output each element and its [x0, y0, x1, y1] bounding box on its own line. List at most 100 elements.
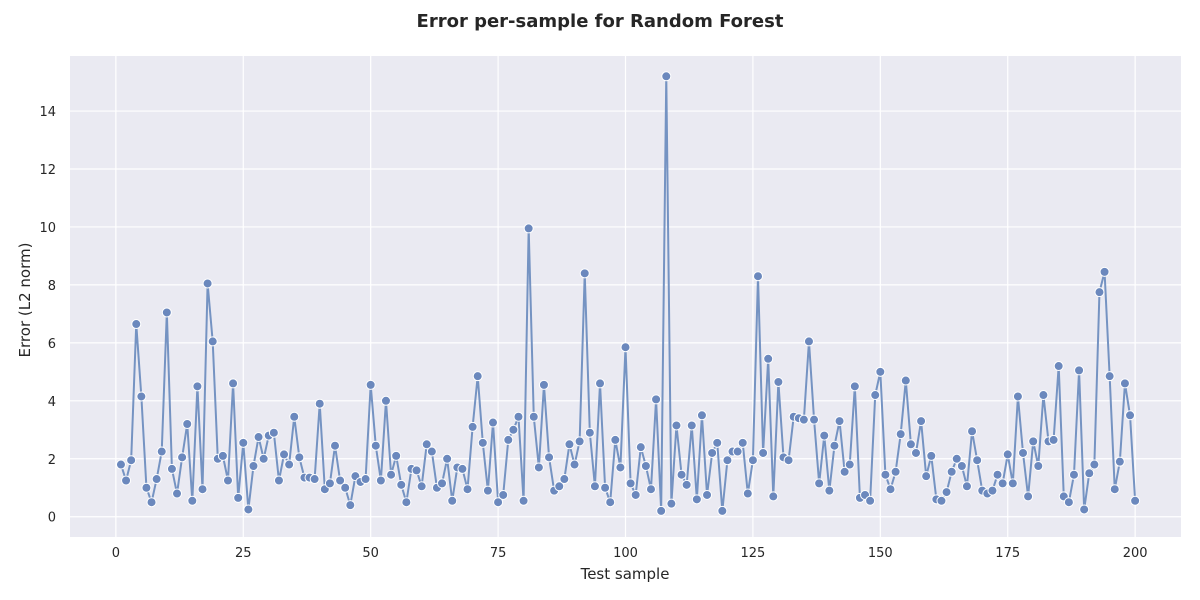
data-point: [472, 371, 483, 382]
tick-labels: 0 25 50 75 100 125 150 175 200 0 2 4 6 8 10 12 14: [39, 105, 1147, 561]
data-point: [1048, 434, 1059, 445]
data-point: [589, 481, 600, 492]
data-point: [737, 437, 748, 448]
data-point: [671, 420, 682, 431]
data-point: [1125, 410, 1136, 421]
data-point: [493, 497, 504, 508]
data-point: [1038, 390, 1049, 401]
data-point: [1094, 287, 1105, 298]
data-point: [365, 379, 376, 390]
y-tick-label: 0: [48, 511, 56, 526]
data-point: [651, 394, 662, 405]
data-point: [151, 474, 162, 485]
data-point: [482, 485, 493, 496]
data-point: [523, 223, 534, 234]
data-point: [554, 481, 565, 492]
data-point: [498, 489, 509, 500]
grid: [70, 56, 1181, 537]
data-point: [880, 469, 891, 480]
data-point: [722, 455, 733, 466]
data-point: [121, 475, 132, 486]
data-point: [951, 453, 962, 464]
data-point: [416, 481, 427, 492]
data-point: [758, 447, 769, 458]
data-point: [126, 455, 137, 466]
data-point: [702, 489, 713, 500]
data-point: [1119, 378, 1130, 389]
data-point: [217, 450, 228, 461]
data-point: [742, 488, 753, 499]
data-point: [569, 459, 580, 470]
data-point: [1053, 361, 1064, 372]
data-point: [233, 492, 244, 503]
x-tick-label: 175: [995, 546, 1020, 561]
data-point: [814, 478, 825, 489]
data-point: [1063, 497, 1074, 508]
data-point: [916, 416, 927, 427]
data-point: [890, 466, 901, 477]
data-point: [437, 478, 448, 489]
data-point: [666, 498, 677, 509]
data-point: [905, 439, 916, 450]
data-point: [533, 462, 544, 473]
data-point: [391, 450, 402, 461]
y-tick-label: 10: [39, 221, 56, 236]
x-tick-label: 50: [362, 546, 379, 561]
data-point: [488, 417, 498, 428]
data-point: [849, 381, 860, 392]
data-point: [885, 484, 896, 495]
data-point: [987, 485, 998, 496]
data-point: [335, 475, 346, 486]
data-point: [268, 427, 279, 438]
x-tick-label: 200: [1123, 546, 1148, 561]
data-point: [289, 411, 300, 422]
data-point: [615, 462, 626, 473]
data-point: [513, 411, 524, 422]
data-point: [411, 465, 422, 476]
data-point: [773, 376, 784, 387]
data-point: [635, 442, 646, 453]
data-point: [574, 436, 585, 447]
data-point: [467, 421, 478, 432]
data-point: [600, 482, 611, 493]
data-point: [380, 395, 391, 406]
data-point: [156, 446, 167, 457]
data-point: [197, 484, 208, 495]
data-point: [192, 381, 203, 392]
data-point: [401, 497, 412, 508]
data-point: [1114, 456, 1125, 467]
data-point: [584, 427, 595, 438]
series: [115, 71, 1141, 516]
data-point: [248, 461, 259, 472]
data-point: [324, 478, 335, 489]
data-point: [946, 466, 957, 477]
data-point: [834, 416, 845, 427]
chart-title: Error per-sample for Random Forest: [417, 11, 784, 32]
data-point: [115, 459, 126, 470]
data-point: [992, 469, 1003, 480]
data-point: [258, 453, 269, 464]
x-tick-label: 100: [613, 546, 638, 561]
data-point: [967, 426, 978, 437]
data-point: [625, 478, 636, 489]
data-point: [926, 450, 937, 461]
data-point: [386, 469, 397, 480]
data-point: [1018, 447, 1029, 458]
data-point: [803, 336, 814, 347]
data-point: [544, 452, 555, 463]
data-point: [605, 497, 616, 508]
data-point: [172, 488, 183, 499]
data-point: [222, 475, 233, 486]
data-point: [686, 420, 697, 431]
data-point: [809, 414, 820, 425]
data-point: [956, 461, 967, 472]
data-point: [421, 439, 432, 450]
y-axis-label: Error (L2 norm): [16, 243, 34, 358]
data-point: [253, 432, 264, 443]
data-point: [1104, 371, 1115, 382]
x-tick-label: 125: [740, 546, 765, 561]
data-point: [1033, 461, 1044, 472]
data-point: [681, 479, 692, 490]
y-tick-label: 4: [48, 395, 56, 410]
data-point: [508, 424, 519, 435]
